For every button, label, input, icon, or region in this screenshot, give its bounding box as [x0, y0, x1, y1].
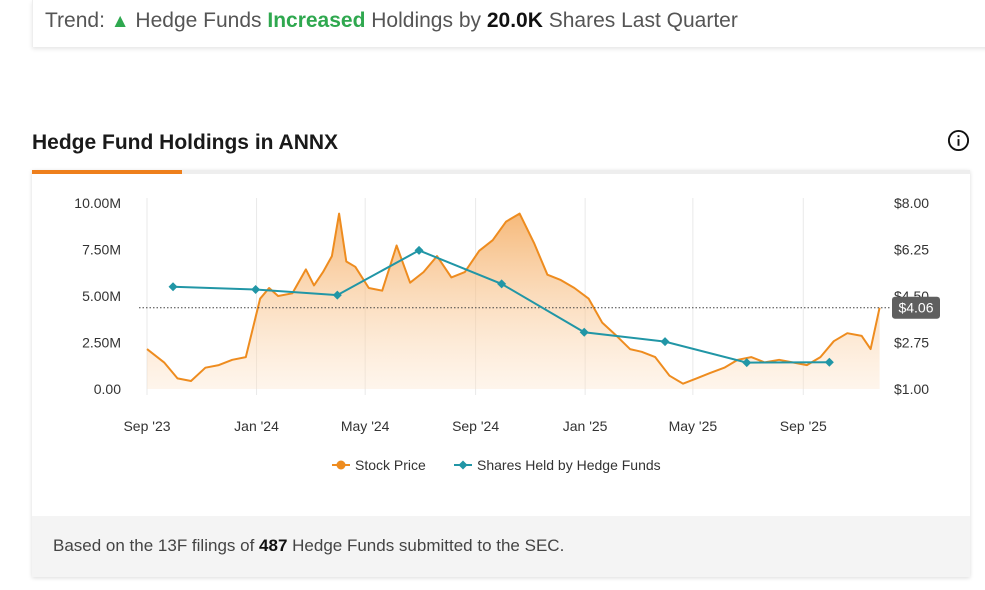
hedge-fund-point	[660, 337, 670, 347]
y-right-tick-label: $1.00	[894, 381, 929, 397]
stock-price-area	[147, 213, 880, 389]
y-left-tick-label: 2.50M	[82, 335, 121, 351]
y-right-tick-label: $8.00	[894, 195, 929, 211]
hedge-fund-point	[824, 357, 834, 367]
hedge-fund-point	[168, 282, 178, 292]
y-left-tick-label: 7.50M	[82, 242, 121, 258]
card-top-border	[182, 170, 970, 174]
legend-hedge-fund-label: Shares Held by Hedge Funds	[477, 457, 661, 473]
stock-price-line	[146, 212, 881, 385]
holdings-chart: Sep '23 Jan '24 May '24 Sep '24 Jan '25 May '…	[74, 195, 940, 473]
x-tick-label: Sep '23	[123, 418, 170, 434]
footer-text-after: Hedge Funds submitted to the SEC.	[292, 536, 565, 555]
y-right-tick-label: $2.75	[894, 335, 929, 351]
section-title: Hedge Fund Holdings in ANNX	[32, 131, 339, 154]
footer-text-before: Based on the 13F filings of	[53, 536, 255, 555]
hedge-fund-point	[414, 245, 424, 255]
hedge-fund-point	[332, 290, 342, 300]
current-price-badge	[892, 296, 940, 319]
hedge-fund-count: 487	[259, 536, 288, 555]
card-accent-bar	[32, 170, 182, 174]
trend-banner: Trend: ▲ Hedge Funds Increased Holdings …	[32, 0, 985, 47]
y-left-tick-label: 10.00M	[74, 195, 121, 211]
trend-text-after: Shares Last Quarter	[548, 9, 738, 32]
trend-text-middle: Holdings by	[371, 9, 481, 32]
trend-label: Trend:	[45, 9, 105, 32]
trend-text-before: Hedge Funds	[135, 9, 262, 32]
legend-stock-price-marker	[336, 460, 346, 470]
triangle-up-icon: ▲	[110, 11, 130, 32]
hedge-fund-point	[251, 284, 261, 294]
trend-status: Increased	[267, 9, 366, 32]
legend-stock-price-label: Stock Price	[355, 457, 426, 473]
x-tick-label: May '25	[669, 418, 718, 434]
y-right-tick-label: $6.25	[894, 242, 929, 258]
trend-amount: 20.0K	[486, 9, 543, 32]
hedge-fund-point	[579, 327, 589, 337]
trend-text: Trend: ▲ Hedge Funds Increased Holdings …	[45, 9, 738, 33]
holdings-card: Sep '23 Jan '24 May '24 Sep '24 Jan '25 May '…	[32, 170, 970, 577]
current-price-label: $4.06	[898, 300, 933, 316]
y-left-tick-label: 5.00M	[82, 288, 121, 304]
hedge-fund-point	[742, 358, 752, 368]
x-tick-label: Sep '24	[452, 418, 499, 434]
x-tick-label: Jan '25	[563, 418, 608, 434]
legend-hedge-fund-marker	[458, 460, 468, 470]
footer-text: Based on the 13F filings of 487 Hedge Fu…	[53, 536, 564, 556]
x-tick-label: May '24	[341, 418, 390, 434]
x-tick-label: Sep '25	[780, 418, 827, 434]
hedge-fund-point	[497, 279, 507, 289]
y-left-tick-label: 0.00	[94, 381, 121, 397]
info-circle-icon[interactable]	[947, 129, 970, 152]
x-tick-label: Jan '24	[234, 418, 279, 434]
card-footer: Based on the 13F filings of 487 Hedge Fu…	[32, 516, 970, 577]
